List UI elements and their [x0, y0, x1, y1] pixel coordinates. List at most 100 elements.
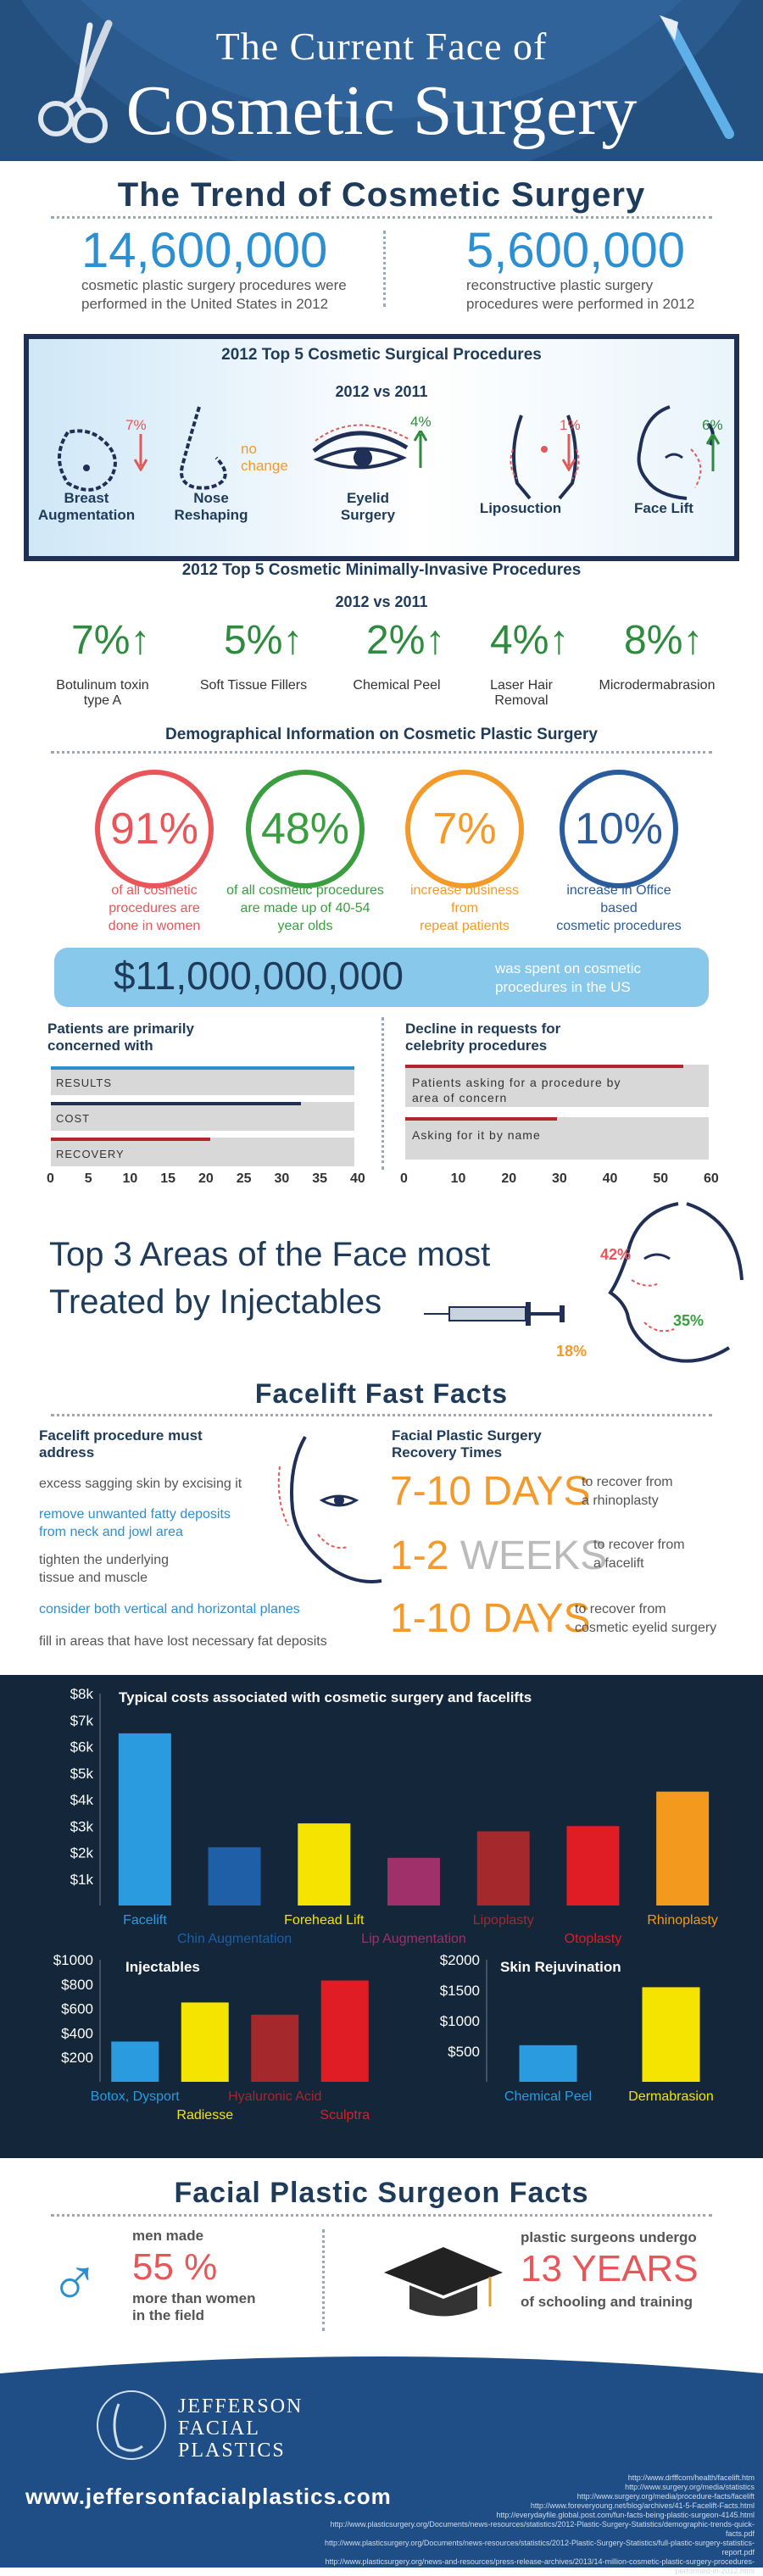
bar: [208, 1847, 261, 1906]
graduation-cap-icon: [384, 2247, 503, 2317]
arrow-down-icon: [562, 434, 576, 471]
title-line1: Facial Plastic Surgery: [392, 1427, 542, 1444]
surgical-illustrations: [58, 405, 715, 500]
label-line3: cosmetic procedures: [556, 919, 682, 933]
title-line2: celebrity procedures: [405, 1038, 548, 1054]
axis-tick-label: 5: [84, 1171, 92, 1186]
pct-value: 4%: [490, 618, 549, 663]
category-label: Lipoplasty: [473, 1913, 534, 1928]
face-profile-illustration: [608, 1202, 744, 1363]
label-line2: procedures are: [109, 901, 200, 915]
liposuction-change: 1%: [560, 417, 581, 433]
y-tick-label: $6k: [70, 1739, 94, 1755]
minimal-pct: 4%↑: [490, 617, 569, 664]
category-label: Radiesse: [176, 2108, 233, 2123]
source-link[interactable]: http://www.surgery.org/media/statistics: [625, 2483, 755, 2491]
source-link[interactable]: http://www.foreveryoung.net/blog/archive…: [530, 2501, 755, 2510]
source-link[interactable]: http://www.plasticsurgery.org/Documents/…: [330, 2520, 755, 2538]
school-line1: plastic surgeons undergo: [521, 2229, 697, 2245]
stat1-text-line2: performed in the United States in 2012: [81, 296, 329, 312]
facelift-list-item: tighten the underlying tissue and muscle: [39, 1551, 169, 1587]
y-tick-label: $500: [448, 2044, 480, 2060]
proc-eyelid: Eyelid Surgery: [304, 490, 432, 524]
axis-tick-label: 40: [602, 1171, 618, 1186]
decline-bar-label-line: area of concern: [412, 1091, 508, 1104]
source-link[interactable]: http://www.plasticsurgery.org/news-and-r…: [325, 2557, 755, 2575]
bar: [251, 2014, 299, 2082]
recovery-num: 1-2: [390, 1533, 449, 1578]
y-tick-label: $2000: [440, 1952, 480, 1968]
decline-bar-fill: [405, 1065, 684, 1068]
axis-tick-label: 0: [47, 1171, 54, 1186]
nose-icon: [180, 406, 227, 490]
spent-banner: $11,000,000,000 was spent on cosmetic pro…: [54, 948, 709, 1007]
proc-nose: Nose Reshaping: [148, 490, 275, 524]
source-link[interactable]: http://www.drfffcom/health/facelift.htm: [627, 2473, 755, 2482]
recovery-num: 1-10: [390, 1596, 472, 1641]
y-tick-label: $7k: [70, 1712, 94, 1728]
syringe-icon: [424, 1302, 565, 1326]
no-change-line2: change: [241, 458, 288, 474]
source-link[interactable]: http://everydayfile.global.post.com/fun-…: [496, 2511, 755, 2519]
decline-bar-track: [405, 1065, 709, 1107]
stat2-text-line1: reconstructive plastic surgery: [466, 277, 654, 293]
pct-value: 2%: [366, 618, 426, 663]
stat2-value: 5,600,000: [466, 223, 686, 278]
category-label: Botox, Dysport: [91, 2089, 180, 2104]
source-link[interactable]: http://www.plasticsurgery.org/Documents/…: [325, 2539, 755, 2557]
recovery-text: to recover from a rhinoplasty: [582, 1473, 673, 1511]
decline-bar-track: [405, 1117, 709, 1160]
face-lift-icon: [637, 405, 715, 500]
bar: [519, 2045, 577, 2082]
circle-value: 91%: [109, 804, 199, 854]
y-tick-label: $1500: [440, 1983, 480, 1999]
injectables-face-title: Top 3 Areas of the Face most Treated by …: [49, 1231, 490, 1326]
demographic-label: of all cosmetic procedures are made up of…: [220, 882, 390, 935]
pct-value: 5%: [224, 618, 283, 663]
label-line1: Botulinum toxin: [56, 678, 149, 693]
divider: [51, 216, 712, 219]
arrow-up-icon: [706, 434, 720, 471]
eyelid-change: 4%: [410, 414, 432, 430]
proc-label-line1: Eyelid: [346, 490, 390, 506]
recovery-line1: to recover from: [582, 1475, 673, 1489]
concerns-left-title: Patients are primarily concerned with: [47, 1021, 194, 1054]
axis-tick-label: 50: [653, 1171, 669, 1186]
proc-label-line1: Liposuction: [479, 500, 562, 516]
surgeon-divider: [322, 2229, 325, 2331]
footer-website-link[interactable]: www.jeffersonfacialplastics.com: [25, 2484, 392, 2509]
liposuction-icon: [510, 414, 580, 500]
header-title-line1: The Current Face of: [215, 25, 548, 68]
label-line1: Chemical Peel: [353, 678, 441, 693]
recovery-line2: cosmetic eyelid surgery: [575, 1621, 717, 1635]
stat2-text: reconstructive plastic surgery procedure…: [466, 276, 721, 314]
y-tick-label: $600: [61, 2001, 93, 2017]
brand-line3: PLASTICS: [178, 2440, 286, 2462]
concern-bar-label: COST: [56, 1112, 91, 1125]
arrow-up-icon: ↑: [130, 618, 151, 663]
facelift-list-item: remove unwanted fatty deposits from neck …: [39, 1505, 231, 1541]
bar: [118, 1733, 171, 1906]
title-line1: Decline in requests for: [405, 1021, 561, 1037]
concerns-right-title: Decline in requests for celebrity procedu…: [405, 1021, 560, 1054]
concerns-divider: [382, 1017, 384, 1170]
face-pct-2: 35%: [673, 1312, 705, 1329]
decline-bar-fill: [405, 1117, 557, 1121]
divider: [51, 751, 712, 754]
axis-tick-label: 25: [236, 1171, 252, 1186]
recovery-line1: to recover from: [593, 1538, 685, 1552]
school-value: 13 YEARS: [521, 2248, 699, 2289]
category-label: Lip Augmentation: [361, 1932, 466, 1946]
concern-bar-track: [51, 1102, 354, 1131]
footer-background-art: [0, 2356, 763, 2373]
y-tick-label: $4k: [70, 1792, 94, 1808]
nose-change: no change: [241, 441, 288, 475]
recovery-num: 7-10: [390, 1469, 472, 1514]
chart-title: Skin Rejuvination: [500, 1959, 621, 1975]
axis-tick-label: 10: [122, 1171, 138, 1186]
label-line3: repeat patients: [420, 919, 510, 933]
source-link[interactable]: http://www.surgery.org/media/procedure-f…: [576, 2492, 755, 2501]
category-label: Chin Augmentation: [177, 1932, 292, 1946]
demographic-circle: 91%: [95, 770, 214, 888]
label-line1: of all cosmetic: [111, 883, 198, 898]
